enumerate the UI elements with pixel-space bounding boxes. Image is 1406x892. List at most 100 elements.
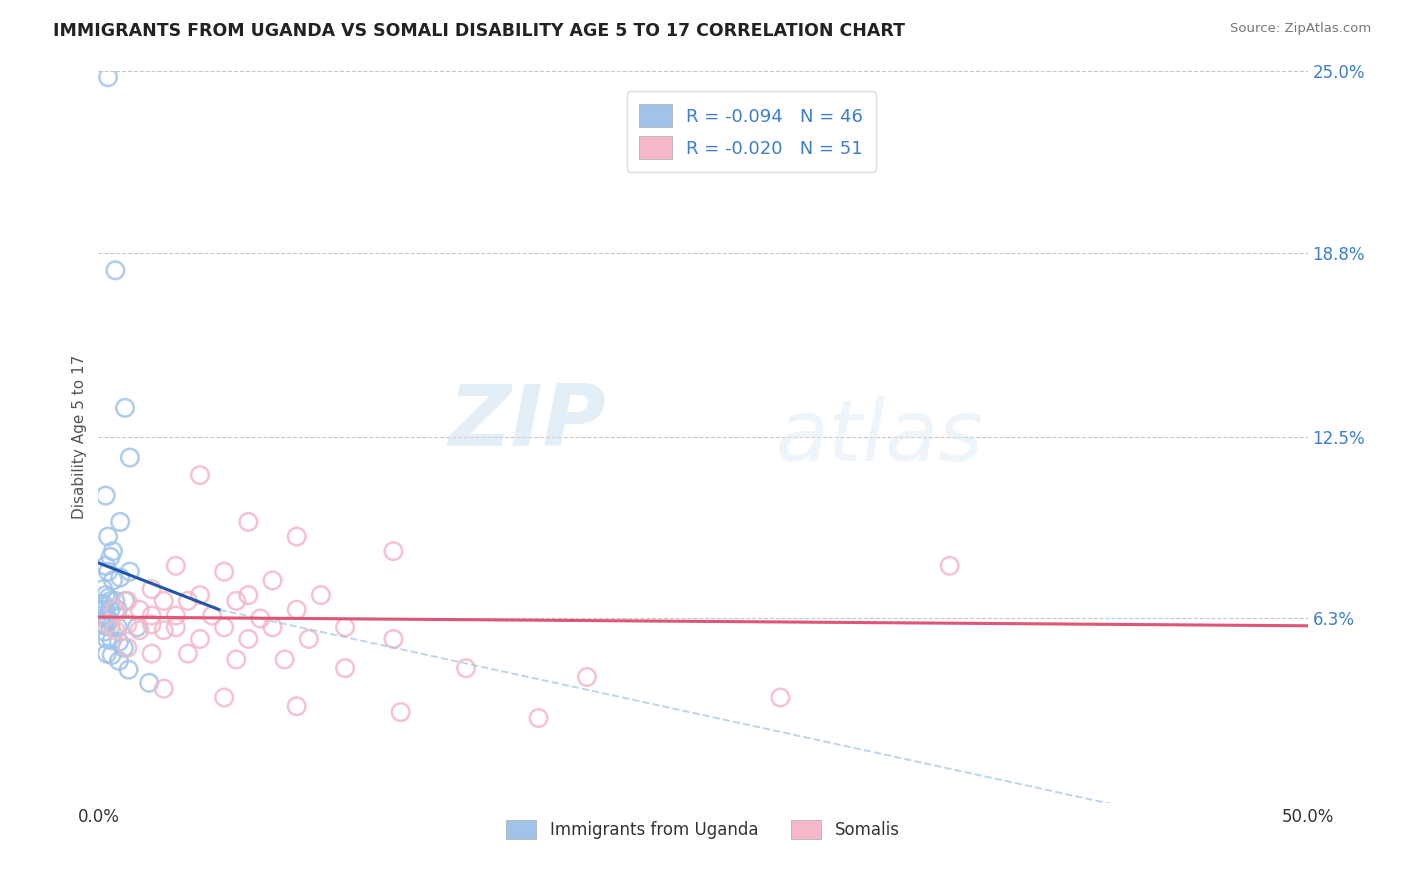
Point <box>141 582 163 597</box>
Point <box>382 632 405 646</box>
Point <box>108 635 131 649</box>
Point <box>212 565 235 579</box>
Point <box>97 617 120 632</box>
Point <box>100 633 122 648</box>
Point <box>117 594 139 608</box>
Point <box>108 654 131 668</box>
Point <box>938 558 960 573</box>
Point <box>165 608 187 623</box>
Point <box>97 591 120 605</box>
Point <box>94 588 117 602</box>
Point <box>238 632 260 646</box>
Point <box>91 608 114 623</box>
Point <box>128 623 150 637</box>
Point <box>107 620 129 634</box>
Point <box>141 617 163 632</box>
Point <box>117 617 139 632</box>
Point <box>101 574 124 588</box>
Point <box>128 603 150 617</box>
Point <box>188 468 211 483</box>
Point <box>382 544 405 558</box>
Point <box>152 623 174 637</box>
Point <box>285 530 308 544</box>
Point <box>94 603 117 617</box>
Point <box>225 652 247 666</box>
Point <box>188 588 211 602</box>
Point <box>262 574 284 588</box>
Point <box>141 647 163 661</box>
Text: IMMIGRANTS FROM UGANDA VS SOMALI DISABILITY AGE 5 TO 17 CORRELATION CHART: IMMIGRANTS FROM UGANDA VS SOMALI DISABIL… <box>53 22 905 40</box>
Y-axis label: Disability Age 5 to 17: Disability Age 5 to 17 <box>72 355 87 519</box>
Point <box>114 594 136 608</box>
Point <box>100 594 122 608</box>
Point <box>177 594 200 608</box>
Legend: Immigrants from Uganda, Somalis: Immigrants from Uganda, Somalis <box>499 814 907 846</box>
Point <box>100 620 122 634</box>
Point <box>138 676 160 690</box>
Point <box>575 670 598 684</box>
Point <box>188 632 211 646</box>
Point <box>127 620 149 634</box>
Point <box>101 544 124 558</box>
Point <box>97 530 120 544</box>
Point <box>91 603 114 617</box>
Point <box>285 603 308 617</box>
Point <box>118 663 141 677</box>
Point <box>104 594 127 608</box>
Point <box>100 549 122 564</box>
Point <box>262 620 284 634</box>
Point <box>91 617 114 632</box>
Point <box>212 690 235 705</box>
Point <box>141 608 163 623</box>
Point <box>309 588 332 602</box>
Point <box>273 652 295 666</box>
Point <box>104 603 127 617</box>
Point <box>165 620 187 634</box>
Text: Source: ZipAtlas.com: Source: ZipAtlas.com <box>1230 22 1371 36</box>
Point <box>98 613 121 627</box>
Point <box>118 450 141 465</box>
Point <box>238 588 260 602</box>
Point <box>100 648 122 662</box>
Point <box>97 565 120 579</box>
Point <box>454 661 477 675</box>
Point <box>90 615 112 630</box>
Point <box>212 620 235 634</box>
Point <box>165 558 187 573</box>
Text: ZIP: ZIP <box>449 381 606 464</box>
Point <box>298 632 321 646</box>
Point <box>152 681 174 696</box>
Point <box>108 515 131 529</box>
Point <box>104 623 127 637</box>
Point <box>96 632 118 646</box>
Point <box>769 690 792 705</box>
Point <box>104 263 127 277</box>
Text: atlas: atlas <box>776 395 984 479</box>
Point <box>91 582 114 597</box>
Point <box>389 705 412 719</box>
Point <box>527 711 550 725</box>
Point <box>201 608 224 623</box>
Point <box>108 570 131 584</box>
Point <box>94 619 117 633</box>
Point <box>249 611 271 625</box>
Point <box>93 624 115 639</box>
Point <box>112 640 135 655</box>
Point <box>118 565 141 579</box>
Point <box>333 661 356 675</box>
Point <box>96 611 118 625</box>
Point <box>225 594 247 608</box>
Point <box>177 647 200 661</box>
Point <box>96 647 118 661</box>
Point <box>90 597 112 611</box>
Point <box>94 558 117 573</box>
Point <box>152 594 174 608</box>
Point <box>107 603 129 617</box>
Point <box>97 70 120 85</box>
Point <box>285 699 308 714</box>
Point <box>93 610 115 624</box>
Point <box>91 597 114 611</box>
Point <box>238 515 260 529</box>
Point <box>333 620 356 634</box>
Point <box>114 401 136 415</box>
